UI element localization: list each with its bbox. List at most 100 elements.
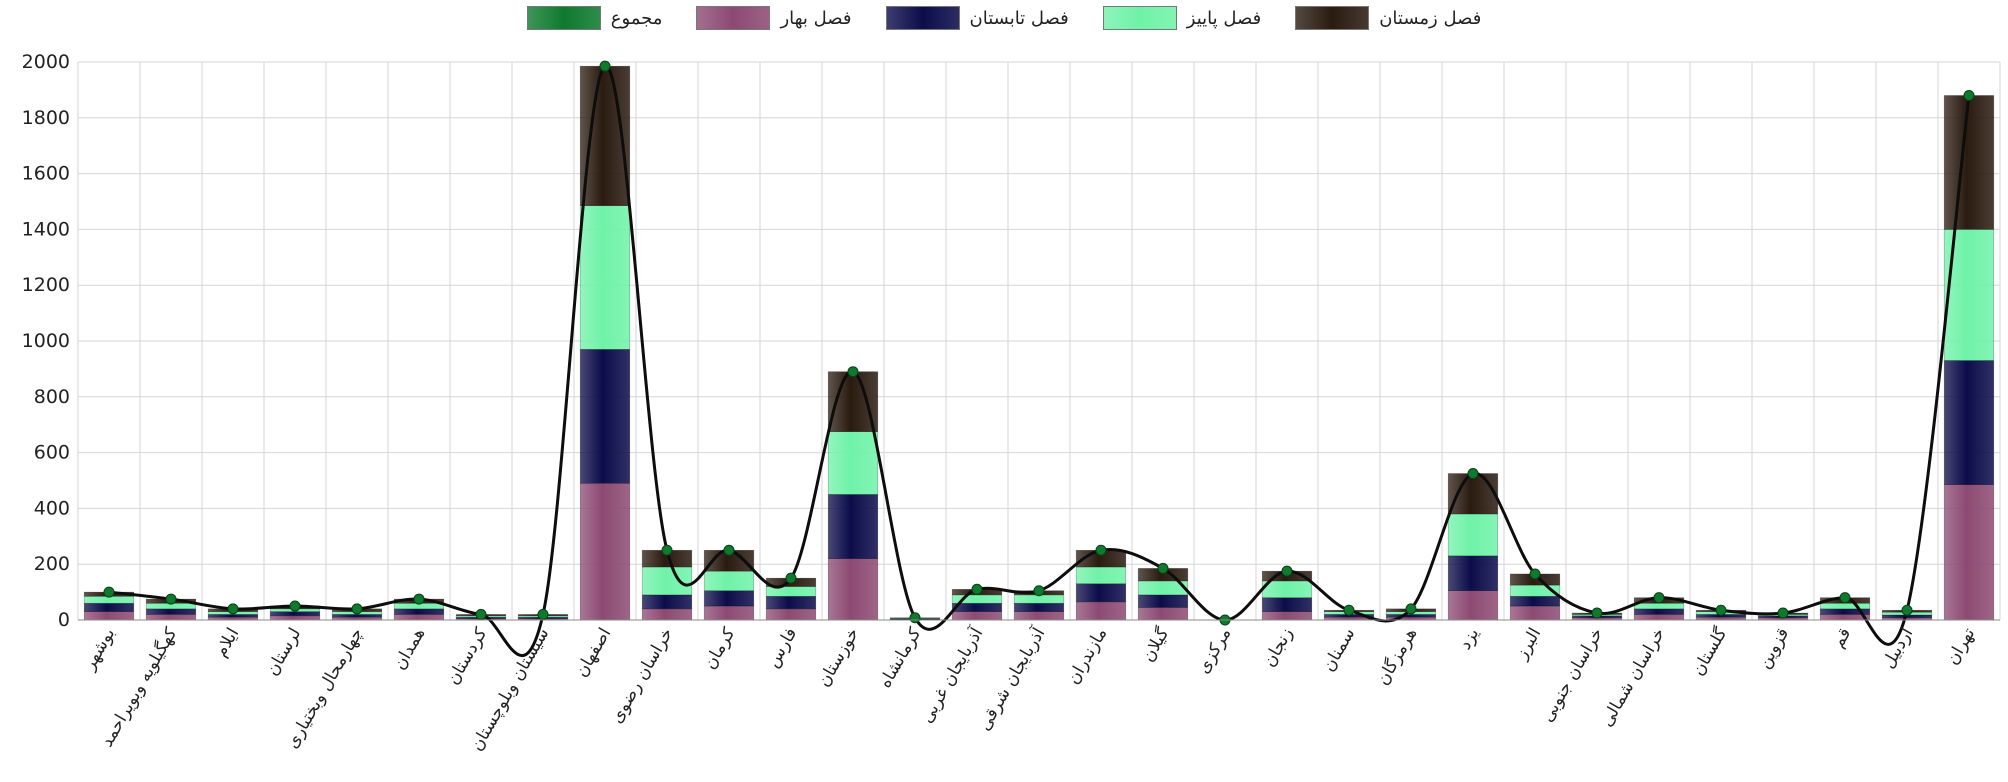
y-tick-label: 1000 [22, 330, 70, 352]
bar-segment [1943, 95, 1995, 230]
total-point [909, 612, 921, 624]
legend-label: فصل تابستان [969, 7, 1069, 29]
total-point [1343, 604, 1355, 616]
x-tick-label: خراسان جنوبی [1537, 625, 1607, 726]
total-point [847, 366, 859, 378]
y-tick-label: 1600 [22, 163, 70, 185]
bar-segment [765, 608, 817, 621]
total-line [108, 64, 1971, 658]
bar-segment [579, 205, 631, 350]
x-tick-label: قم [1828, 625, 1855, 652]
bar-segment [393, 608, 445, 615]
x-tick-label: تهران [1942, 624, 1979, 668]
bar-segment [703, 605, 755, 621]
total-point [599, 60, 611, 72]
bar-segment [1447, 555, 1499, 592]
bar-segment [1075, 583, 1127, 603]
grid [77, 61, 2001, 621]
total-point [165, 593, 177, 605]
x-tick-label: یزد [1455, 624, 1483, 653]
y-tick-label: 1200 [22, 274, 70, 296]
total-point [537, 608, 549, 620]
bar-segment [1447, 513, 1499, 557]
legend: فصل زمستان فصل پاییز فصل تابستان فصل بهار مج… [0, 6, 2008, 30]
total-point [413, 593, 425, 605]
bar-segment [1261, 580, 1313, 598]
legend-label: فصل پاییز [1186, 7, 1262, 29]
bar-segment [1075, 601, 1127, 621]
x-tick-label: خراسان شمالی [1597, 625, 1670, 731]
x-tick-label: خوزستان [814, 625, 864, 691]
bar-segment [1633, 614, 1685, 621]
y-tick-label: 0 [58, 609, 70, 631]
bar-segment [1819, 602, 1871, 610]
total-point [1157, 562, 1169, 574]
total-points [103, 60, 1975, 626]
total-point [227, 603, 239, 615]
x-tick-label: اردبیل [1878, 625, 1917, 672]
bar-segment [1509, 605, 1561, 621]
bar-segment [269, 615, 321, 621]
bar-segment [1943, 484, 1995, 621]
y-tick-label: 1400 [22, 218, 70, 240]
legend-item: فصل زمستان [1295, 6, 1481, 30]
total-point [1715, 604, 1727, 616]
bar-segment [827, 558, 879, 621]
total-point [1529, 568, 1541, 580]
x-tick-label: بوشهر [79, 625, 119, 675]
bar-segment [1633, 608, 1685, 615]
legend-label: مجموع [610, 7, 663, 29]
total-point [1963, 89, 1975, 101]
bar-segment [765, 595, 817, 610]
bars [83, 65, 1995, 621]
y-tick-label: 400 [34, 497, 70, 519]
bar-segment [1013, 602, 1065, 612]
legend-swatch [526, 6, 601, 30]
x-tick-label: قزوین [1754, 625, 1793, 673]
bar-segment [641, 594, 693, 610]
x-tick-label: همدان [390, 625, 430, 674]
y-tick-label: 800 [34, 386, 70, 408]
y-tick-label: 1800 [22, 107, 70, 129]
total-point [1591, 607, 1603, 619]
legend-swatch [696, 6, 771, 30]
total-point [971, 583, 983, 595]
bar-segment [393, 614, 445, 621]
total-point [1467, 468, 1479, 480]
legend-item: فصل بهار [696, 6, 852, 30]
x-tick-label: البرز [1511, 625, 1545, 664]
legend-swatch [1102, 6, 1177, 30]
bar-segment [1385, 614, 1437, 618]
legend-label: فصل بهار [780, 7, 852, 29]
total-point [1901, 604, 1913, 616]
x-tick-label: زنجان [1259, 625, 1297, 671]
bar-segment [83, 611, 135, 621]
bar-segment [145, 608, 197, 615]
total-point [1095, 544, 1107, 556]
bar-segment [1261, 611, 1313, 621]
bar-segment [145, 614, 197, 621]
x-tick-label: کرمان [700, 624, 740, 673]
legend-item: فصل پاییز [1102, 6, 1262, 30]
total-point [1033, 585, 1045, 597]
total-point [1405, 603, 1417, 615]
bar-segment [1447, 473, 1499, 515]
x-tick-label: اصفهان [571, 625, 615, 681]
x-tick-label: گلستان [1687, 623, 1731, 679]
bar-segment [579, 349, 631, 484]
x-tick-label: هرمزگان [1372, 624, 1421, 689]
bar-segment [827, 431, 879, 495]
legend-swatch [885, 6, 960, 30]
legend-label: فصل زمستان [1379, 7, 1482, 29]
total-point [785, 572, 797, 584]
x-tick-label: سمنان [1319, 625, 1360, 676]
x-tick-label: گیلان [1137, 623, 1174, 665]
total-point [475, 608, 487, 620]
x-tick-label: کرمانشاه [875, 624, 926, 692]
bar-segment [641, 608, 693, 621]
x-tick-label: لرستان [262, 625, 305, 680]
x-tick-label: کردستان [443, 624, 492, 689]
x-tick-label: مرکزی [1193, 625, 1235, 678]
